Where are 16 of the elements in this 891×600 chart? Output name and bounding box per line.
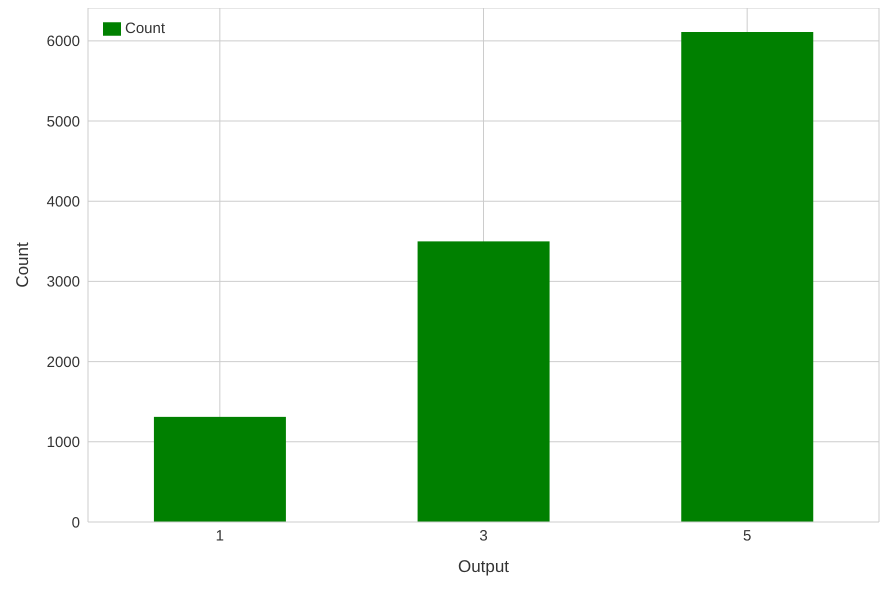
y-tick-label: 2000 — [46, 354, 80, 371]
x-tick-label: 5 — [742, 528, 752, 545]
bar — [154, 416, 286, 522]
y-tick-label: 4000 — [46, 194, 80, 211]
y-tick-label: 0 — [72, 514, 80, 532]
bar — [418, 241, 550, 522]
y-tick-label: 3000 — [46, 274, 80, 291]
legend-label: Count — [125, 20, 166, 37]
y-tick-label: 6000 — [46, 33, 80, 50]
y-tick-label: 1000 — [46, 434, 80, 452]
bar — [681, 32, 814, 522]
x-axis-title: Output — [458, 556, 510, 576]
y-tick-label: 5000 — [46, 113, 80, 130]
x-tick-label: 3 — [479, 528, 488, 545]
x-tick-label: 1 — [216, 528, 224, 545]
y-axis-title: Count — [13, 242, 32, 288]
